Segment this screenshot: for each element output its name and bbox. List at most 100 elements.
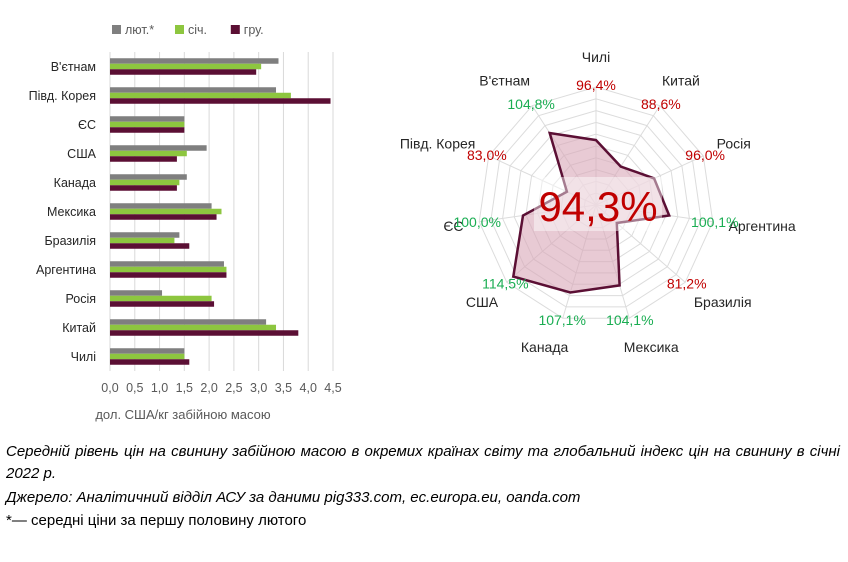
radar-category-label: Аргентина bbox=[728, 218, 795, 234]
radar-value-label: 100,0% bbox=[453, 214, 500, 230]
x-axis-ticks: 0,0 0,5 1,0 1,5 2,0 2,5 3,0 3,5 4,0 4,5 bbox=[101, 381, 341, 395]
bar bbox=[110, 232, 180, 238]
bar bbox=[110, 69, 257, 75]
bar bbox=[110, 330, 299, 336]
radar-category-label: Канада bbox=[521, 339, 569, 355]
category-label: Аргентина bbox=[36, 263, 96, 277]
category-label: Бразилія bbox=[44, 234, 96, 248]
radar-value-label: 83,0% bbox=[467, 147, 507, 163]
radar-category-label: Мексика bbox=[624, 339, 679, 355]
chart-legend: лют.* січ. гру. bbox=[112, 23, 264, 37]
radar-category-label: Чилі bbox=[582, 49, 610, 65]
bar bbox=[110, 295, 212, 302]
global-index-background bbox=[534, 177, 662, 231]
bar bbox=[110, 237, 175, 244]
x-tick-label: 2,0 bbox=[200, 381, 217, 395]
bar bbox=[110, 98, 331, 104]
legend-swatch bbox=[230, 25, 240, 34]
legend-swatch bbox=[175, 25, 184, 34]
bar bbox=[110, 63, 262, 70]
category-label: Росія bbox=[65, 292, 96, 306]
category-label: США bbox=[67, 147, 96, 161]
x-axis-title: дол. США/кг забійною масою bbox=[95, 407, 271, 422]
bar bbox=[110, 156, 177, 162]
radar-value-label: 104,8% bbox=[507, 96, 554, 112]
x-tick-label: 1,5 bbox=[176, 381, 193, 395]
radar-category-label: В'єтнам bbox=[479, 72, 530, 88]
bar bbox=[110, 145, 207, 151]
bar bbox=[110, 116, 185, 122]
radar-ring bbox=[478, 86, 714, 319]
bar bbox=[110, 185, 177, 191]
bar bbox=[110, 214, 217, 220]
x-tick-label: 0,0 bbox=[101, 381, 118, 395]
radar-ring bbox=[502, 110, 690, 297]
bar bbox=[110, 353, 185, 360]
x-tick-label: 3,5 bbox=[275, 381, 292, 395]
category-label: Китай bbox=[62, 321, 96, 335]
figure-caption: Середній рівень цін на свинину забійною … bbox=[6, 443, 840, 482]
bar bbox=[110, 92, 291, 99]
radar-category-label: Бразилія bbox=[694, 294, 752, 310]
bar bbox=[110, 174, 187, 180]
global-index: 94,3% bbox=[534, 177, 662, 231]
bar bbox=[110, 290, 163, 296]
bar bbox=[110, 266, 227, 273]
bar-chart: лют.* січ. гру. В'єтнам Півд. Корея ЄС США Кан… bbox=[29, 23, 342, 422]
global-index-label: 94,3% bbox=[538, 183, 657, 230]
radar-value-label: 114,5% bbox=[482, 276, 528, 292]
radar-polygon bbox=[511, 131, 671, 294]
x-tick-label: 1,0 bbox=[151, 381, 168, 395]
radar-category-label: Китай bbox=[662, 72, 700, 88]
bar bbox=[110, 203, 212, 209]
x-tick-label: 4,5 bbox=[324, 381, 341, 395]
category-labels: В'єтнам Півд. Корея ЄС США Канада Мексика Браз… bbox=[29, 60, 97, 364]
category-label: Канада bbox=[54, 176, 96, 190]
radar-category-label: Росія bbox=[717, 136, 751, 152]
radar-value-label: 96,4% bbox=[576, 77, 616, 93]
chart-bars bbox=[110, 58, 331, 365]
bar bbox=[110, 324, 277, 331]
radar-value-label: 107,1% bbox=[538, 312, 585, 328]
radar-value-label: 96,0% bbox=[685, 147, 725, 163]
bar bbox=[110, 179, 180, 186]
bar bbox=[110, 208, 222, 215]
bar bbox=[110, 319, 267, 325]
bar bbox=[110, 127, 185, 133]
x-tick-label: 0,5 bbox=[126, 381, 143, 395]
radar-series bbox=[511, 131, 671, 294]
radar-value-label: 88,6% bbox=[641, 96, 681, 112]
x-tick-label: 2,5 bbox=[225, 381, 242, 395]
legend-swatch bbox=[112, 25, 121, 34]
category-label: Чилі bbox=[71, 350, 96, 364]
figure-footnote: *— середні ціни за першу половину лютого bbox=[6, 512, 307, 529]
radar-category-label: ЄС bbox=[443, 218, 463, 234]
legend-label: гру. bbox=[244, 23, 264, 37]
bar bbox=[110, 87, 277, 93]
bar bbox=[110, 243, 190, 249]
radar-category-labels: Чилі Китай Росія Аргентина Бразилія Мексика Ка… bbox=[400, 49, 796, 355]
legend-label: лют.* bbox=[125, 23, 154, 37]
category-label: Півд. Корея bbox=[29, 89, 96, 103]
radar-value-label: 104,1% bbox=[606, 312, 653, 328]
bar bbox=[110, 348, 185, 354]
bar bbox=[110, 261, 224, 267]
radar-category-label: США bbox=[466, 294, 499, 310]
radar-ring bbox=[490, 98, 702, 308]
radar-value-labels: 96,4% 88,6% 96,0% 100,1% 81,2% 104,1% 107,1% 11… bbox=[453, 77, 738, 328]
figure-source: Джерело: Аналітичний відділ АСУ за даним… bbox=[6, 489, 581, 506]
x-tick-label: 3,0 bbox=[250, 381, 267, 395]
radar-value-label: 100,1% bbox=[691, 214, 738, 230]
x-tick-label: 4,0 bbox=[300, 381, 317, 395]
bar bbox=[110, 301, 215, 307]
category-label: Мексика bbox=[47, 205, 96, 219]
radar-chart: Чилі Китай Росія Аргентина Бразилія Мексика Ка… bbox=[400, 49, 796, 355]
category-label: В'єтнам bbox=[51, 60, 96, 74]
bar bbox=[110, 58, 279, 64]
legend-label: січ. bbox=[188, 23, 207, 37]
bar bbox=[110, 272, 227, 278]
radar-value-label: 81,2% bbox=[667, 276, 707, 292]
bar bbox=[110, 121, 185, 128]
radar-category-label: Півд. Корея bbox=[400, 136, 476, 152]
bar bbox=[110, 150, 187, 157]
